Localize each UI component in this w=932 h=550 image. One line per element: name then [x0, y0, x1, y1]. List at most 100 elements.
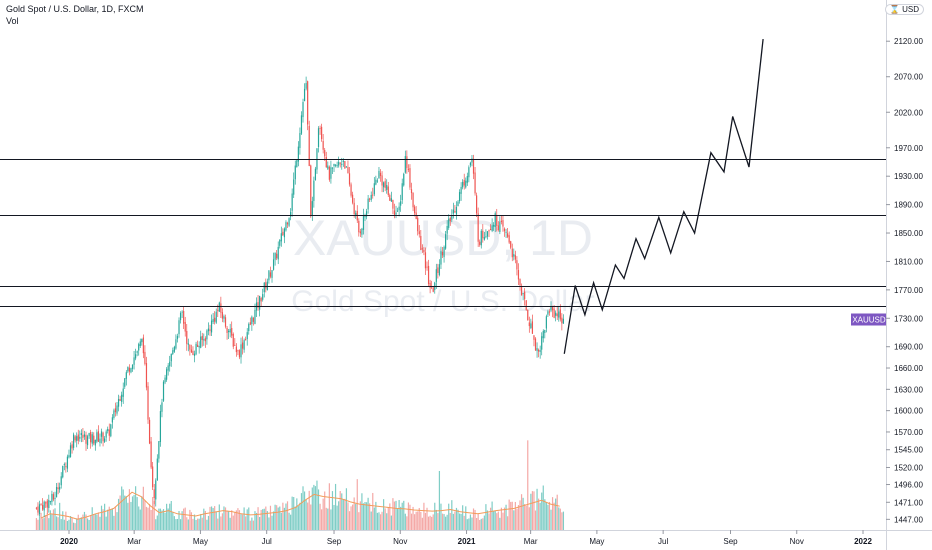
candle-body — [347, 167, 349, 174]
volume-bar — [513, 510, 515, 530]
projection-path[interactable] — [563, 39, 764, 354]
candle-body — [122, 388, 124, 397]
candle-body — [443, 246, 445, 258]
volume-bar — [502, 512, 504, 530]
candle-body — [272, 259, 275, 270]
volume-bar — [390, 515, 392, 530]
price-tick-label: 1447.00 — [894, 515, 923, 524]
volume-bar — [534, 510, 537, 530]
candle-body — [63, 464, 65, 466]
volume-bar — [365, 502, 368, 530]
volume-bar — [384, 508, 386, 530]
volume-bar — [493, 511, 495, 530]
candle-body — [381, 175, 383, 186]
volume-bar — [223, 506, 225, 530]
candle-body — [108, 429, 110, 436]
projection-zigzag[interactable] — [563, 39, 764, 354]
volume-bar — [262, 509, 264, 530]
volume-bar — [547, 504, 549, 530]
volume-bar — [107, 509, 109, 530]
candle-body — [141, 338, 143, 343]
candle-body — [200, 336, 202, 348]
volume-bar — [452, 513, 454, 530]
candle-body — [215, 311, 217, 323]
candle-body — [342, 160, 344, 162]
candle-body — [214, 317, 216, 322]
candle-body — [198, 345, 200, 348]
volume-bar — [186, 517, 188, 530]
volume-bar — [465, 506, 467, 530]
volume-bar — [136, 497, 138, 530]
candle-body — [42, 504, 44, 510]
candle-body — [288, 218, 290, 226]
candle-body — [46, 500, 48, 508]
volume-bar — [432, 514, 434, 530]
volume-bar — [147, 507, 149, 530]
candle-body — [407, 168, 410, 170]
price-tick-label: 1730.00 — [894, 314, 923, 323]
volume-bar — [65, 511, 67, 530]
candle-body — [248, 324, 250, 332]
volume-bar — [116, 512, 118, 530]
price-axis[interactable]: 2120.00 2070.00 2020.00 1970.00 1930.00 1890.… — [886, 0, 932, 550]
candle-body — [305, 82, 307, 89]
volume-bar — [277, 507, 279, 530]
volume-bar — [217, 518, 219, 530]
volume-bar — [466, 519, 468, 530]
candle-body — [71, 444, 73, 449]
candle-body — [386, 184, 388, 190]
candle-body — [300, 115, 303, 134]
candle-body — [187, 343, 189, 345]
volume-bar — [358, 512, 360, 530]
currency-button[interactable]: ⌛ USD — [884, 4, 924, 15]
candle-body — [133, 357, 135, 365]
volume-bar — [91, 507, 93, 530]
volume-bar — [308, 490, 310, 530]
volume-bar — [224, 507, 227, 530]
volume-bar — [348, 511, 351, 530]
candle-body — [460, 186, 462, 194]
time-axis[interactable]: 2020 Mar May Jul Sep Nov 2021 Mar May Jul Sep Nov 20… — [0, 530, 932, 546]
volume-bar — [528, 507, 530, 530]
candle-body — [235, 346, 237, 353]
candle-body — [396, 210, 399, 212]
volume-bar — [361, 493, 363, 530]
volume-bar — [285, 503, 287, 530]
time-tick-label: 2021 — [458, 537, 476, 546]
volume-bar — [393, 501, 396, 530]
volume-bar — [407, 502, 410, 530]
candle-body — [282, 231, 284, 236]
volume-bar — [522, 497, 524, 530]
volume-bar — [235, 510, 237, 530]
volume-bar — [74, 523, 76, 530]
candle-body — [237, 350, 239, 352]
volume-bar — [562, 511, 565, 530]
time-tick-label: Nov — [393, 537, 407, 546]
candle-body — [85, 434, 87, 444]
volume-bar — [488, 513, 490, 530]
volume-indicator-label[interactable]: Vol — [6, 16, 19, 26]
candle-body — [338, 161, 340, 166]
volume-bar — [404, 513, 406, 530]
volume-bar — [255, 512, 258, 530]
candle-body — [246, 332, 248, 339]
candle-body — [369, 198, 371, 200]
volume-bar — [102, 509, 104, 530]
candle-body — [218, 302, 220, 312]
volume-bar — [531, 491, 534, 530]
volume-bar — [330, 509, 332, 530]
candle-body — [505, 231, 507, 233]
candle-body — [561, 317, 563, 324]
candle-body — [286, 222, 289, 225]
price-tick-label: 1496.00 — [894, 481, 923, 490]
price-tick-label: 1570.00 — [894, 428, 923, 437]
volume-bar — [505, 504, 507, 530]
candle-body — [291, 193, 293, 211]
volume-bar — [373, 507, 375, 530]
candle-body — [94, 439, 96, 446]
volume-bar — [43, 518, 45, 530]
candle-body — [562, 318, 565, 324]
candle-body — [131, 364, 134, 369]
volume-bar — [431, 516, 433, 530]
